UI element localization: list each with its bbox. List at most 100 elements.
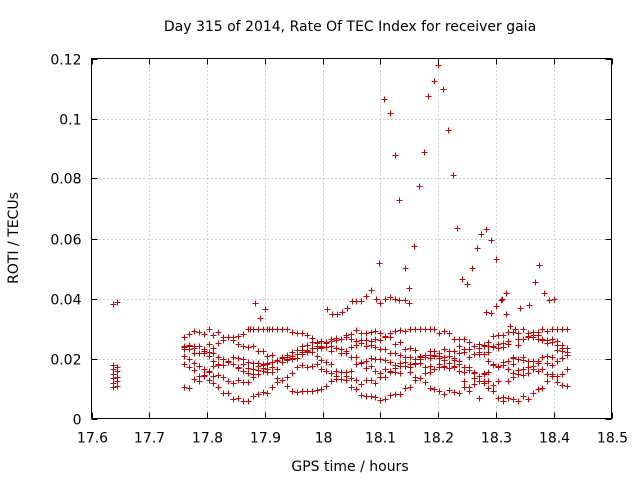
data-point [546,297,553,304]
data-point [333,368,340,375]
data-point [343,348,350,355]
data-point [318,366,325,373]
data-point [525,396,532,403]
data-point [206,353,213,360]
data-point [343,332,350,339]
data-point [520,393,527,400]
data-point [377,330,384,337]
data-point [564,366,571,373]
data-point [498,297,505,304]
data-point [338,336,345,343]
data-point [485,349,492,356]
data-point [196,378,203,385]
data-point [309,349,316,356]
data-point [535,358,542,365]
data-point [377,356,384,363]
data-point [427,369,434,376]
data-point [461,378,468,385]
data-point [505,341,512,348]
data-point [294,355,301,362]
data-point [382,366,389,373]
data-point [206,326,213,333]
data-point [510,396,517,403]
x-tick-labels: 17.6 17.7 17.8 17.9 18 18.1 18.2 18.3 18.4 18.5 [77,431,628,447]
data-point [260,389,267,396]
data-point [382,346,389,353]
data-point [323,359,330,366]
data-point [314,361,321,368]
data-point [372,368,379,375]
data-point [255,363,262,370]
data-point [493,256,500,263]
data-point [544,337,551,344]
data-point [333,345,340,352]
data-point [441,328,448,335]
data-point [402,354,409,361]
data-point [210,373,217,380]
data-point [402,363,409,370]
data-point [284,374,291,381]
data-point [485,378,492,385]
data-point [554,338,561,345]
data-point [397,370,404,377]
data-point [451,355,458,362]
data-point [250,393,257,400]
data-point [427,355,434,362]
data-point [549,362,556,369]
data-point [230,396,237,403]
data-point [309,363,316,370]
data-point [525,334,532,341]
data-point [181,384,188,391]
data-point [402,297,409,304]
data-point [436,355,443,362]
data-point [421,149,428,156]
data-point [559,382,566,389]
data-point [402,385,409,392]
data-point [436,330,443,337]
data-point [220,356,227,363]
data-point [402,265,409,272]
data-point [412,347,419,354]
data-point [407,361,414,368]
data-point [397,391,404,398]
data-point [471,351,478,358]
data-point [387,330,394,337]
data-point [526,302,533,309]
data-point [245,359,252,366]
data-point [255,391,262,398]
data-point [500,332,507,339]
data-point [264,390,271,397]
data-point [304,342,311,349]
data-point [446,330,453,337]
data-point [294,389,301,396]
data-point [257,315,264,322]
data-point [191,376,198,383]
data-point [323,383,330,390]
data-point [353,386,360,393]
data-point [368,363,375,370]
data-point [220,337,227,344]
data-point [406,300,413,307]
data-point [225,359,232,366]
data-point [483,226,490,233]
data-point [490,333,497,340]
data-point [461,349,468,356]
data-point [114,374,121,381]
data-point [451,389,458,396]
data-point [464,281,471,288]
data-point [500,344,507,351]
data-point [485,358,492,365]
data-point [451,348,458,355]
data-point [530,366,537,373]
x-tick-label: 18.5 [597,431,628,447]
data-point [314,387,321,394]
data-point [299,343,306,350]
data-point [289,388,296,395]
data-point [201,373,208,380]
data-point [196,363,203,370]
data-point [334,311,341,318]
data-point [503,311,510,318]
data-point [372,380,379,387]
data-point [377,370,384,377]
